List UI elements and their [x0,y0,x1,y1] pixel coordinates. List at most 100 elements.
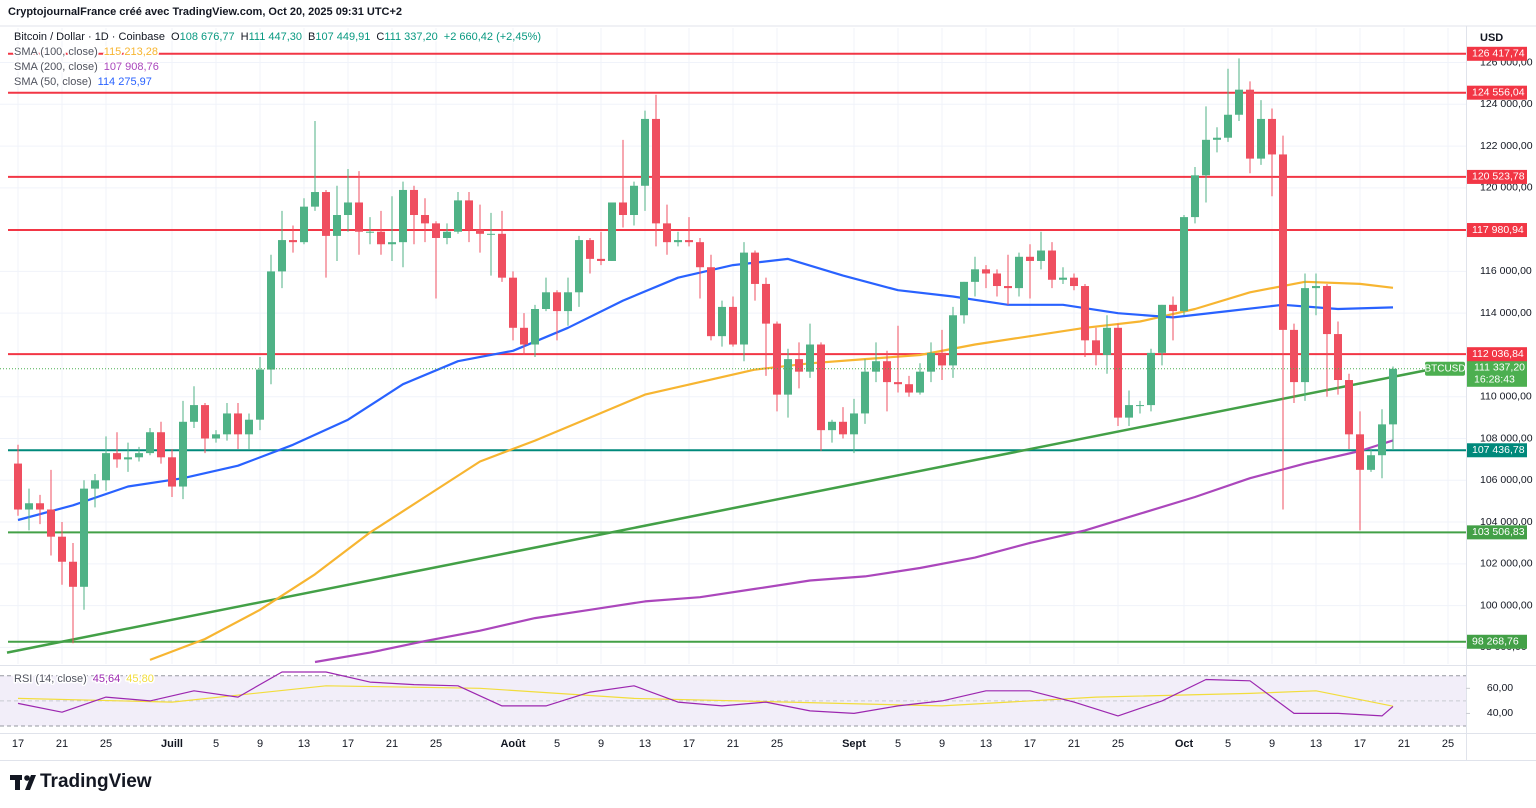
y-tick-label: 114 000,00 [1480,307,1532,319]
candle-body [245,419,253,435]
candle-body [883,361,891,383]
ohlc-key: H [241,31,249,43]
candle-body [377,231,385,245]
candle-body [278,240,286,272]
candle-body [795,359,803,372]
candle-body [91,480,99,489]
x-tick-label: 21 [1398,738,1410,750]
candle-body [465,200,473,230]
candle-body [80,488,88,587]
price-pane [0,52,1466,664]
candle-body [322,192,330,236]
candle-body [520,327,528,345]
x-tick-label: 21 [56,738,68,750]
y-tick-label: 122 000,00 [1480,140,1533,152]
candle-body [762,283,770,324]
candle-body [1136,405,1144,407]
price-tag-value: 111 337,20 [1474,362,1525,374]
x-tick-label: 25 [1112,738,1124,750]
candle-body [1279,154,1287,330]
candle-body [25,503,33,510]
x-tick-label: Oct [1175,738,1194,750]
candle-body [1169,304,1177,312]
legend-name: SMA (50, close) [14,76,92,88]
candle-body [630,185,638,216]
x-tick-label: 9 [939,738,945,750]
candle-body [1345,380,1353,435]
symbol-tag-text: BTCUSD [1424,363,1465,374]
candle-body [410,189,418,216]
candle-body [69,561,77,587]
candle-body [267,271,275,370]
legend-row: SMA (100, close) 115 213,28 [14,46,158,58]
level-tag [1467,46,1527,61]
level-tag-text: 98 268,76 [1472,636,1519,648]
candle-body [201,405,209,439]
y-tick-label: 102 000,00 [1480,558,1533,570]
ohlc-key: B [308,31,315,43]
candle-body [234,413,242,435]
x-tick-label: 25 [100,738,112,750]
trendline [6,366,1438,654]
candle-body [58,536,66,562]
candle-body [663,223,671,243]
candle-body [124,457,132,460]
ohlc-value: 107 449,91 [315,31,370,43]
x-tick-label: 21 [727,738,739,750]
legend-value: 45,80 [126,673,154,685]
y-tick-label: 120 000,00 [1480,182,1533,194]
candle-body [388,242,396,245]
candle-body [751,252,759,284]
candle-body [344,202,352,216]
level-tag [1467,85,1527,100]
x-tick-label: 21 [1068,738,1080,750]
level-tag-text: 124 556,04 [1472,86,1525,98]
candle-body [179,421,187,487]
candle-body [773,323,781,395]
level-tag-text: 112 036,84 [1472,348,1524,360]
candle-body [575,240,583,293]
candle-body [553,292,561,312]
candle-body [1004,286,1012,289]
candle-body [1334,334,1342,381]
candle-body [1323,286,1331,335]
rsi-ma-line [17,685,1394,707]
candle-body [212,434,220,439]
candle-body [828,421,836,431]
price-tag-countdown: 16:28:43 [1474,374,1515,386]
legend-row: RSI (14, close) 45,64 45,80 [14,673,154,685]
x-tick-label: 9 [1269,738,1275,750]
legend: Bitcoin / Dollar · 1D · Coinbase O108 676… [13,29,543,686]
candle-body [14,463,22,510]
candle-body [817,344,825,431]
candle-body [113,453,121,460]
x-tick-label: 13 [298,738,310,750]
attribution: CryptojournalFrance créé avec TradingVie… [8,6,402,18]
candle-body [806,344,814,372]
ohlc-value: 111 337,20 [384,31,437,43]
candle-body [432,223,440,238]
legend-value: 114 275,97 [98,76,152,88]
x-tick-label: 5 [554,738,560,750]
legend-row: Bitcoin / Dollar · 1D · Coinbase O108 676… [14,31,541,43]
candle-body [47,509,55,537]
candle-body [927,352,935,372]
candle-body [652,118,660,224]
candle-body [905,384,913,393]
y-tick-label: 110 000,00 [1480,391,1532,403]
candle-body [1224,114,1232,138]
candle-body [399,189,407,243]
x-tick-label: 13 [980,738,992,750]
x-tick-label: Août [500,738,525,750]
candle-body [938,352,946,366]
y-tick-label: 100 000,00 [1480,599,1533,611]
candle-body [146,432,154,454]
candle-body [498,233,506,278]
candle-body [421,215,429,224]
candle-body [1070,277,1078,287]
candle-body [1048,250,1056,280]
candle-body [1158,304,1166,353]
level-tag [1467,169,1527,184]
x-tick-label: 13 [1310,738,1322,750]
